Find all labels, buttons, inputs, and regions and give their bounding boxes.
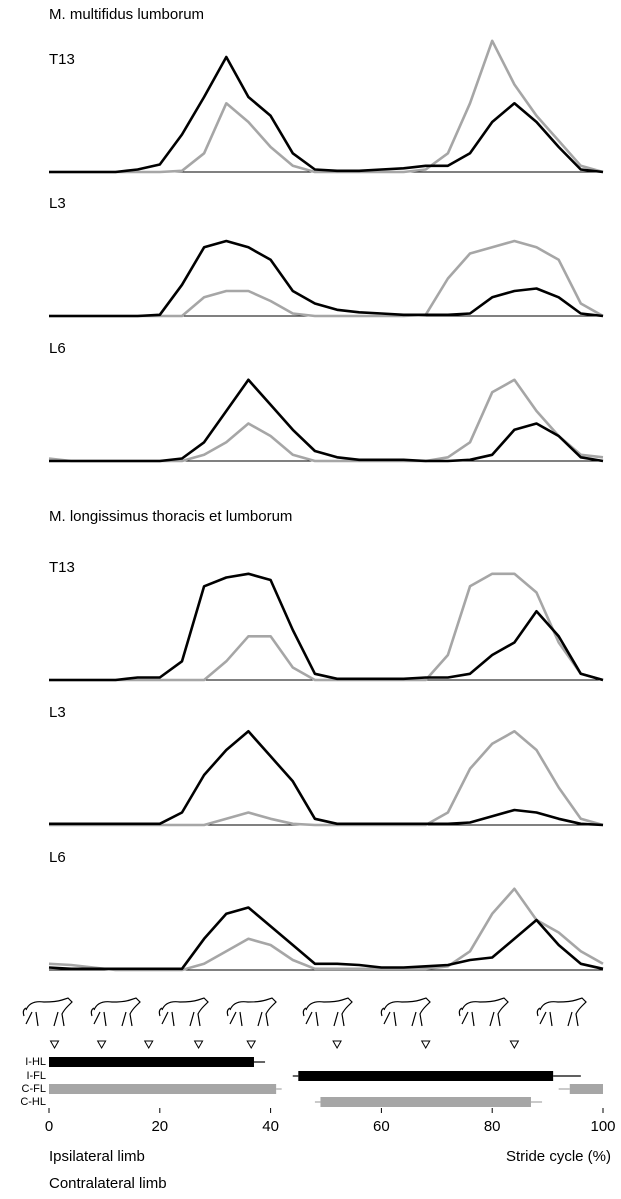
footfall-marker — [96, 1040, 107, 1050]
section-heading: M. multifidus lumborum — [49, 6, 204, 23]
x-tick-label: 40 — [262, 1118, 279, 1135]
panel-label: L3 — [49, 704, 66, 721]
footfall-marker — [332, 1040, 342, 1050]
panel-label: L3 — [49, 195, 66, 212]
gait-silhouettes — [22, 997, 587, 1027]
row-label: C-HL — [20, 1096, 46, 1108]
emg-trace — [49, 378, 604, 463]
row-label: C-FL — [22, 1083, 46, 1095]
footfall-marker — [509, 1040, 520, 1050]
emg-trace — [48, 906, 604, 971]
emg-trace — [49, 55, 604, 174]
footfall-marker — [246, 1040, 257, 1050]
stance-bar — [49, 1057, 254, 1067]
footfall-marker — [143, 1040, 154, 1050]
footfall-marker — [193, 1040, 204, 1050]
footfall-marker — [420, 1040, 431, 1050]
section-heading: M. longissimus thoracis et lumborum — [49, 508, 292, 525]
x-tick-label: 100 — [590, 1118, 615, 1135]
stance-bar — [49, 1084, 277, 1094]
x-tick-label: 0 — [45, 1118, 53, 1135]
panel-label: T13 — [49, 51, 75, 68]
stance-bar — [569, 1084, 603, 1094]
emg-trace — [49, 239, 604, 318]
stance-bar — [298, 1071, 554, 1081]
legend-label: Contralateral limb — [49, 1175, 167, 1192]
panel-label: L6 — [49, 849, 66, 866]
x-axis-label: Stride cycle (%) — [506, 1148, 611, 1165]
legend-label: Ipsilateral limb — [49, 1148, 145, 1165]
row-label: I-HL — [25, 1056, 46, 1068]
row-label: I-FL — [26, 1070, 46, 1082]
emg-trace — [49, 572, 604, 682]
panel-label: L6 — [49, 340, 66, 357]
emg-trace — [49, 730, 604, 827]
emg-trace — [48, 378, 604, 463]
stance-bar — [320, 1097, 531, 1107]
x-tick-label: 60 — [373, 1118, 390, 1135]
x-tick-label: 20 — [151, 1118, 168, 1135]
panel-label: T13 — [49, 559, 75, 576]
x-tick-label: 80 — [484, 1118, 501, 1135]
footfall-marker — [49, 1040, 60, 1050]
emg-trace — [49, 572, 604, 682]
emg-trace — [48, 887, 604, 972]
emg-trace — [49, 239, 604, 318]
emg-trace — [49, 39, 604, 174]
